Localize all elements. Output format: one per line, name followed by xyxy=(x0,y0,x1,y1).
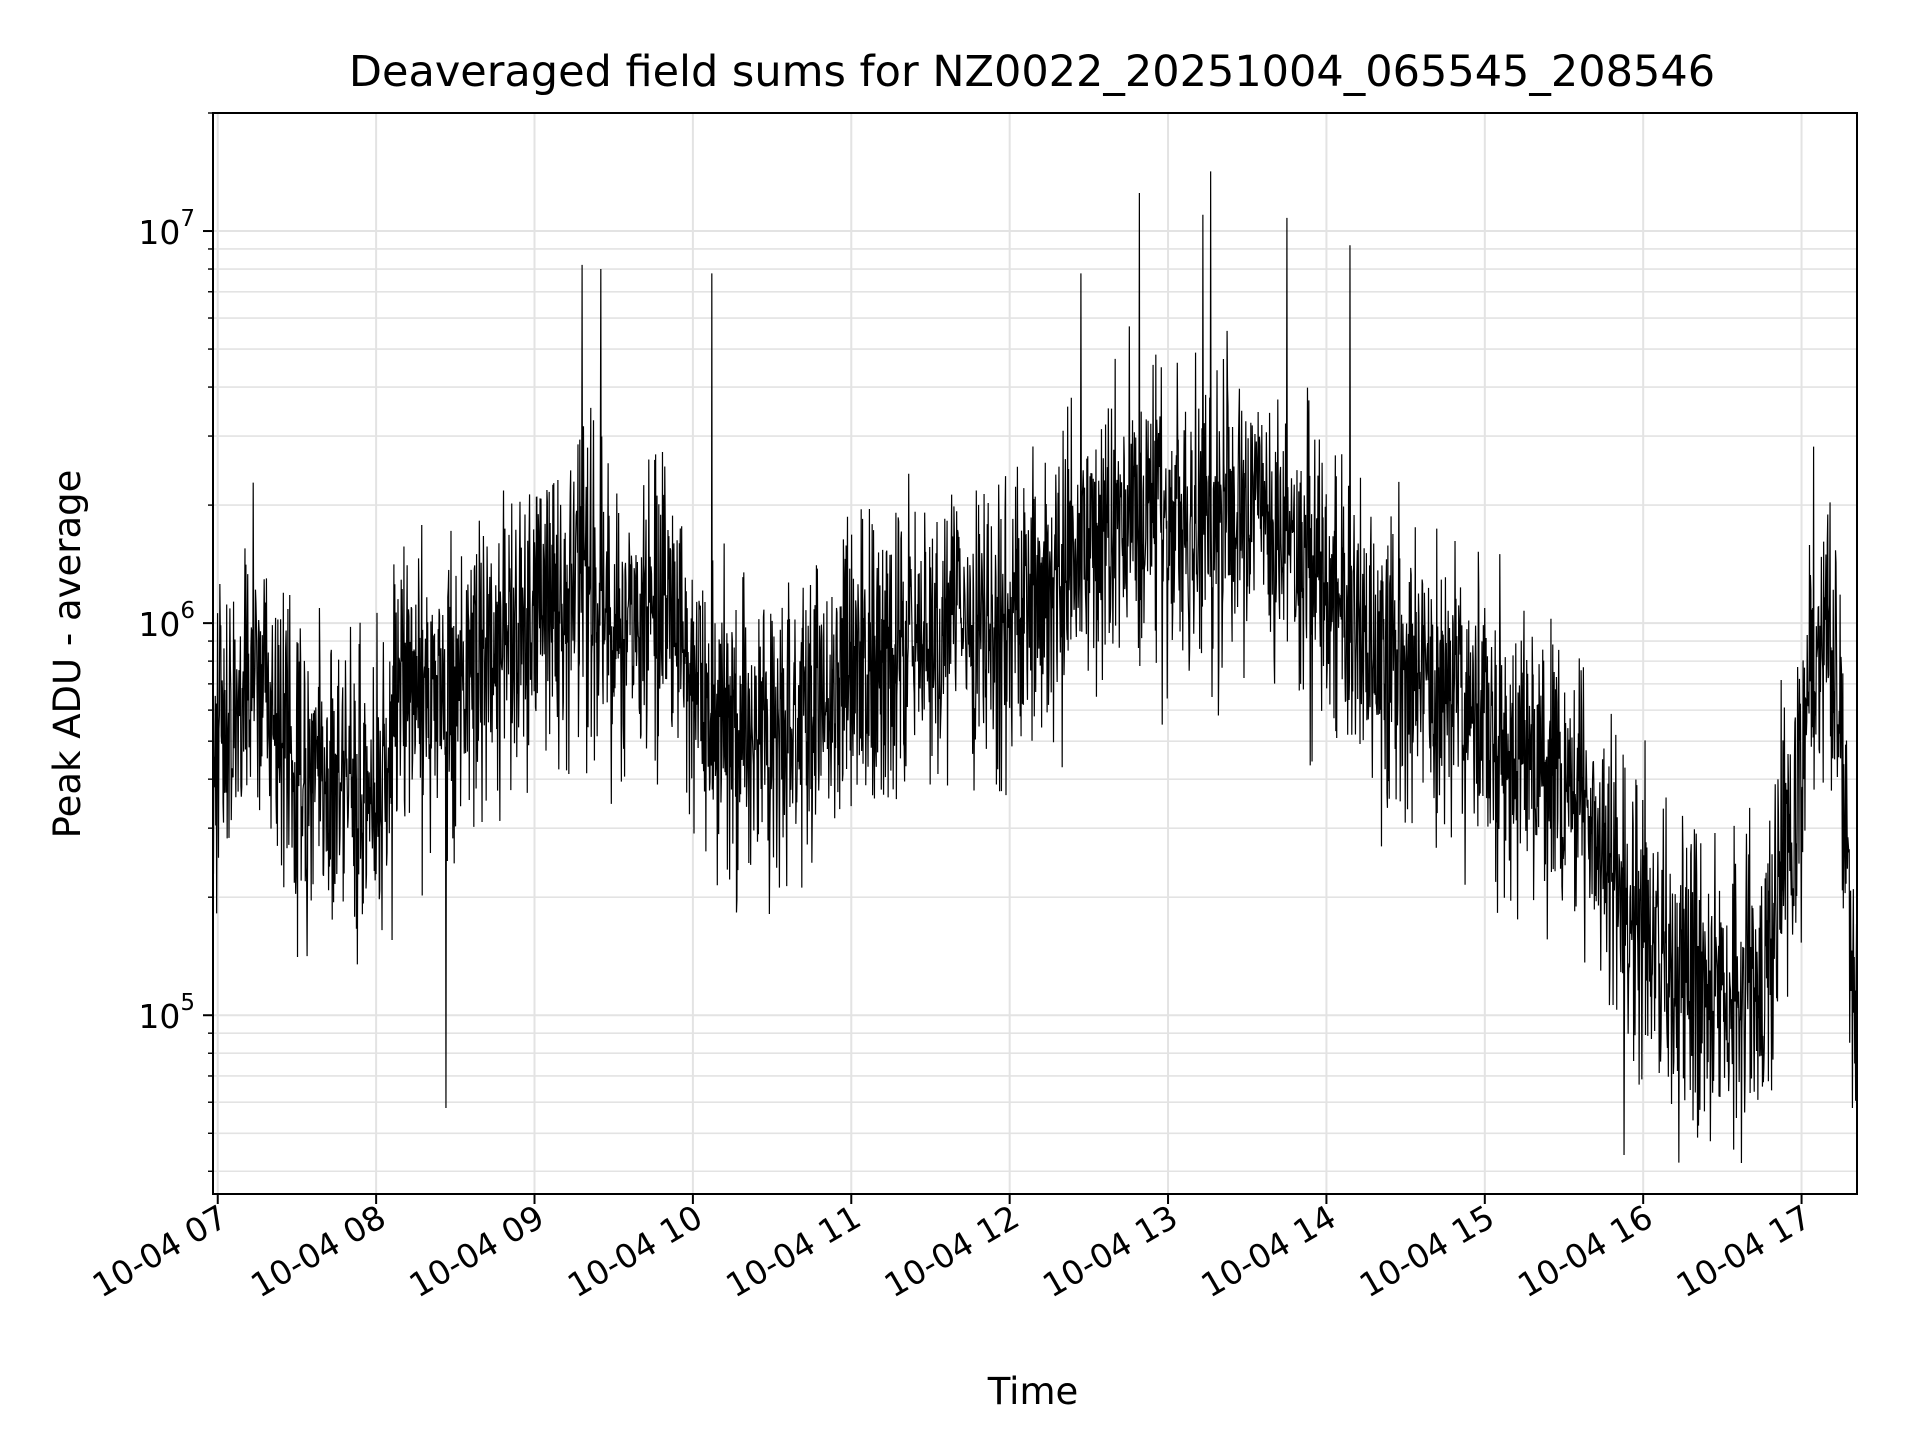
y-tick-label: 107 xyxy=(138,206,195,252)
plot-frame xyxy=(212,112,1858,1195)
y-tick-label-exponent: 5 xyxy=(180,990,195,1016)
x-axis-label: Time xyxy=(987,1370,1079,1413)
y-tick-label: 106 xyxy=(138,598,195,644)
y-tick-label: 105 xyxy=(138,990,195,1036)
y-tick-label-base: 10 xyxy=(138,213,180,252)
series-layer xyxy=(212,171,1858,1163)
series-line xyxy=(212,171,1858,1163)
y-tick-label-base: 10 xyxy=(138,997,180,1036)
chart-title: Deaveraged field sums for NZ0022_2025100… xyxy=(349,47,1715,97)
y-tick-label-exponent: 6 xyxy=(180,598,195,624)
y-tick-label-exponent: 7 xyxy=(180,206,195,232)
y-axis-label: Peak ADU - average xyxy=(46,470,89,839)
y-tick-label-base: 10 xyxy=(138,605,180,644)
